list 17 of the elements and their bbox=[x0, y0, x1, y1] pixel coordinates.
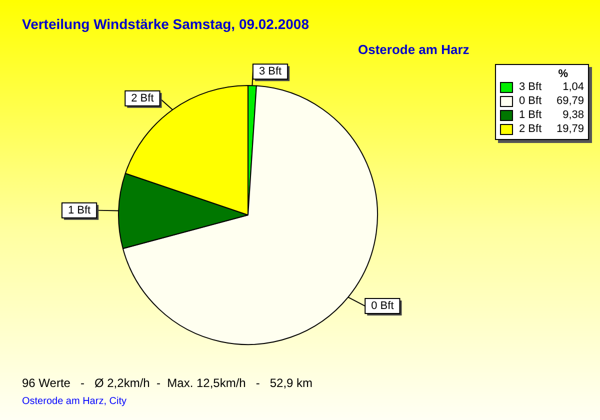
slice-label: 2 Bft bbox=[131, 92, 154, 104]
legend-label: 3 Bft bbox=[519, 81, 543, 93]
legend-label: 2 Bft bbox=[519, 123, 543, 135]
data-label: 9,38 bbox=[562, 109, 584, 121]
text: Osterode am Harz, City bbox=[22, 396, 126, 407]
slice-label: 3 Bft bbox=[258, 66, 282, 78]
chart-title: Verteilung Windstärke Samstag, 09.02.2008 bbox=[22, 16, 310, 32]
data-label: 69,79 bbox=[555, 95, 584, 107]
chart-subtitle: Osterode am Harz bbox=[358, 42, 470, 57]
legend-title: % bbox=[557, 68, 569, 80]
legend-label: 1 Bft bbox=[519, 109, 543, 121]
legend-label: 0 Bft bbox=[519, 95, 543, 107]
data-label: 19,79 bbox=[555, 123, 584, 135]
slice-label: 1 Bft bbox=[68, 204, 91, 216]
text: 96 Werte - Ø 2,2km/h - Max. 12,5km/h - 52,9 km bbox=[22, 376, 313, 390]
slice-label: 0 Bft bbox=[371, 300, 394, 312]
data-label: 1,04 bbox=[562, 81, 584, 93]
